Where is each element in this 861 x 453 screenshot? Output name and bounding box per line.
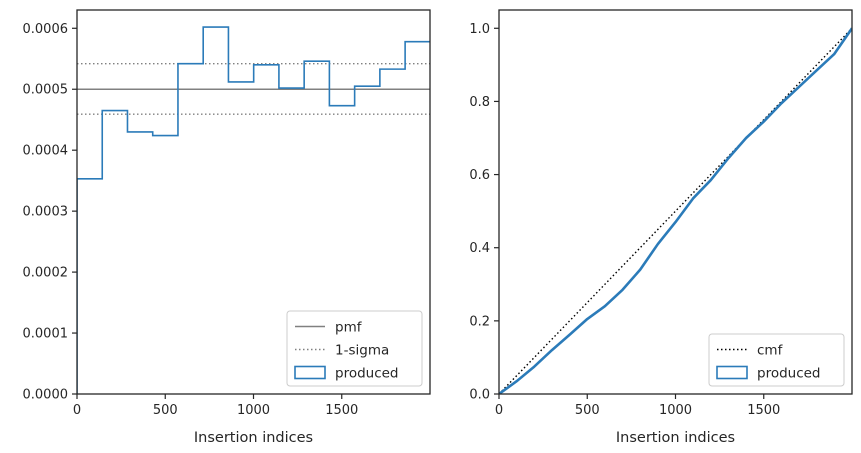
legend-label-pmf: pmf (335, 320, 363, 336)
x-tick-label: 1000 (237, 403, 270, 418)
x-tick-label: 0 (73, 403, 81, 418)
y-tick-label: 0.0006 (23, 22, 69, 37)
legend-label-cmf: cmf (757, 343, 784, 359)
y-tick-label: 0.0 (469, 388, 490, 403)
x-tick-label: 500 (575, 403, 600, 418)
x-tick-label: 0 (495, 403, 503, 418)
y-tick-label: 0.0002 (23, 266, 69, 281)
series-produced-step (77, 26, 430, 394)
x-axis-label: Insertion indices (616, 430, 735, 446)
x-axis-label: Insertion indices (194, 430, 313, 446)
plot-area (77, 26, 430, 394)
legend: cmf produced (708, 333, 845, 387)
y-tick-label: 0.2 (469, 314, 490, 329)
legend-label-produced: produced (335, 366, 399, 382)
y-tick-label: 1.0 (469, 22, 490, 37)
x-tick-label: 1000 (659, 403, 692, 418)
left-chart-pmf: 0 500 1000 1500 0.0000 0.0001 0.0002 0.0003 0.00… (23, 9, 431, 446)
right-chart-cmf: 0 500 1000 1500 0.0 0.2 0.4 0.6 0.8 1.0 Insertion … (469, 9, 853, 446)
y-tick-label: 0.0001 (23, 327, 69, 342)
legend-label-produced: produced (757, 366, 821, 382)
legend-box (708, 333, 845, 387)
plot-area (499, 27, 852, 394)
y-tick-label: 0.0005 (23, 83, 69, 98)
y-tick-label: 0.8 (469, 95, 490, 110)
y-tick-label: 0.0003 (23, 205, 69, 220)
y-tick-label: 0.4 (469, 241, 490, 256)
series-cmf-line (499, 27, 852, 394)
series-produced-line (499, 27, 852, 394)
legend-label-1-sigma: 1-sigma (335, 343, 389, 359)
x-tick-label: 1500 (325, 403, 358, 418)
y-tick-label: 0.0000 (23, 388, 69, 403)
legend-handle-produced (716, 365, 748, 380)
x-tick-label: 500 (153, 403, 178, 418)
x-tick-label: 1500 (747, 403, 780, 418)
legend-handle-produced (294, 365, 326, 380)
y-tick-label: 0.6 (469, 168, 490, 183)
legend: pmf 1-sigma produced (286, 310, 423, 387)
y-tick-label: 0.0004 (23, 144, 69, 159)
